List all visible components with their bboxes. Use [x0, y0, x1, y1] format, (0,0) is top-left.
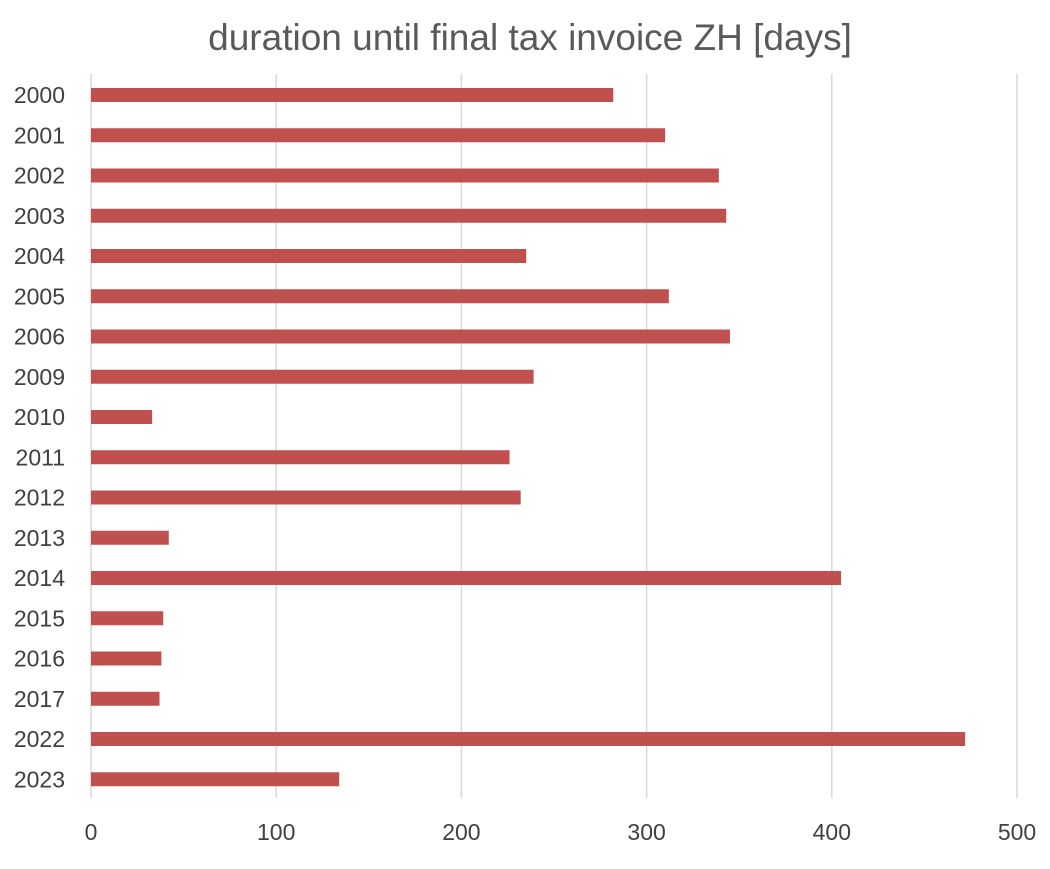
- bar-2011: [91, 450, 510, 465]
- chart-title: duration until final tax invoice ZH [day…: [208, 17, 852, 58]
- bar-2014: [91, 571, 842, 585]
- y-tick-label-2017: 2017: [14, 686, 65, 712]
- bar-2023: [91, 772, 340, 787]
- bar-2004: [91, 249, 527, 263]
- y-tick-label-2001: 2001: [14, 122, 65, 148]
- bar-2000: [91, 88, 614, 102]
- bar-2009: [91, 369, 534, 384]
- y-tick-label-2004: 2004: [14, 243, 65, 269]
- bar-2006: [91, 329, 730, 344]
- bar-2017: [91, 691, 160, 706]
- bar-2022: [91, 732, 966, 746]
- x-tick-label-400: 400: [813, 819, 851, 845]
- y-tick-label-2023: 2023: [14, 766, 65, 792]
- y-tick-label-2006: 2006: [14, 324, 65, 350]
- x-axis-labels: 0 100 200 300 400 500: [85, 819, 1037, 845]
- y-tick-label-2013: 2013: [14, 525, 65, 551]
- x-tick-label-0: 0: [85, 819, 98, 845]
- x-tick-label-300: 300: [627, 819, 665, 845]
- bar-2005: [91, 289, 669, 304]
- bar-2002: [91, 168, 719, 183]
- bar-2001: [91, 128, 666, 143]
- y-tick-label-2003: 2003: [14, 203, 65, 229]
- bar-2016: [91, 651, 162, 666]
- bar-2015: [91, 611, 164, 626]
- y-tick-label-2005: 2005: [14, 283, 65, 309]
- y-tick-label-2002: 2002: [14, 163, 65, 189]
- bar-2010: [91, 410, 153, 424]
- y-axis-labels: 2000 2001 2002 2003 2004 2005 2006 2009 2010 2011…: [14, 82, 65, 792]
- x-tick-label-100: 100: [257, 819, 295, 845]
- x-tick-label-200: 200: [442, 819, 480, 845]
- bars: [91, 88, 966, 787]
- y-tick-label-2011: 2011: [16, 444, 65, 470]
- y-tick-label-2010: 2010: [14, 404, 65, 430]
- y-tick-label-2015: 2015: [14, 605, 65, 631]
- y-tick-label-2016: 2016: [14, 646, 65, 672]
- y-tick-label-2022: 2022: [14, 726, 65, 752]
- bar-2003: [91, 208, 727, 223]
- bar-2013: [91, 530, 169, 545]
- x-tick-label-500: 500: [998, 819, 1036, 845]
- gridlines: [90, 74, 1018, 798]
- y-tick-label-2012: 2012: [14, 485, 65, 511]
- y-tick-label-2014: 2014: [14, 565, 65, 591]
- y-tick-label-2009: 2009: [14, 364, 65, 390]
- y-tick-label-2000: 2000: [14, 82, 65, 108]
- bar-2012: [91, 490, 521, 505]
